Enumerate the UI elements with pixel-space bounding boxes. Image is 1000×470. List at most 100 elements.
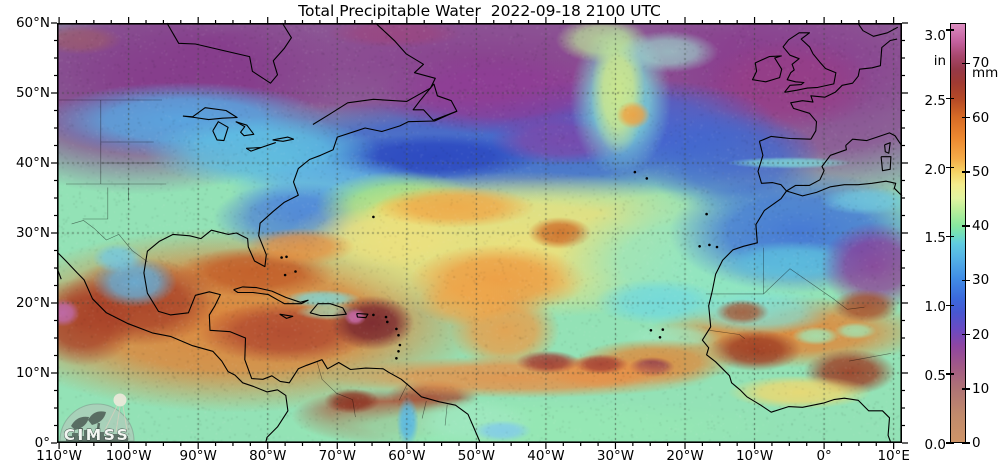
island-dot-0	[372, 215, 375, 219]
coastline-16	[786, 180, 903, 197]
cb-tick-in-0	[946, 442, 954, 444]
border-line-10	[709, 330, 745, 339]
coastline-20	[790, 38, 898, 140]
island-dot-11	[397, 350, 400, 353]
lon-label-0°: 0°	[816, 448, 832, 464]
island-dot-18	[283, 273, 287, 277]
island-dot-6	[715, 245, 719, 249]
coastline-12	[166, 22, 292, 84]
lon-label-90°W: 90°W	[179, 448, 217, 464]
island-dot-12	[398, 343, 402, 347]
lon-label-100°W: 100°W	[105, 448, 152, 464]
coastline-23	[880, 156, 892, 172]
colorbar-unit-mm: mm	[972, 65, 999, 81]
lon-label-20°W: 20°W	[666, 448, 704, 464]
cimss-logo: CIMSS	[59, 393, 135, 443]
coastline-10	[245, 142, 276, 152]
lon-label-40°W: 40°W	[527, 448, 565, 464]
lat-label-30°N: 30°N	[15, 225, 50, 241]
cb-label-mm-60: 60	[972, 109, 990, 126]
map-border	[57, 23, 903, 443]
cb-tick-mm-70	[962, 62, 970, 65]
cb-tick-mm-30	[962, 279, 970, 282]
cb-tick-in-0.5	[946, 373, 954, 375]
lat-label-10°N: 10°N	[15, 365, 50, 381]
coastline-25	[751, 55, 783, 83]
logo-text: CIMSS	[64, 426, 131, 443]
cb-label-in-1.5: 1.5	[924, 230, 946, 247]
cb-tick-mm-20	[962, 333, 970, 336]
logo-skyline	[66, 430, 128, 441]
cb-tick-in-1.5	[946, 235, 954, 238]
island-dot-14	[395, 327, 398, 331]
island-dot-20	[280, 256, 283, 259]
coastline-21	[845, 132, 903, 147]
axis-ticks	[51, 17, 908, 449]
island-dot-13	[397, 333, 400, 337]
coastline-14	[412, 83, 458, 121]
cb-label-in-2.5: 2.5	[924, 92, 946, 109]
lat-label-50°N: 50°N	[15, 85, 50, 101]
colorbar	[950, 23, 966, 443]
cb-tick-mm-0	[962, 442, 970, 444]
tpw-field-canvas	[57, 23, 902, 443]
border-line-14	[421, 400, 427, 419]
border-line-1	[71, 220, 148, 262]
lat-label-60°N: 60°N	[15, 15, 50, 31]
coastline-26	[857, 23, 899, 37]
coastline-19	[786, 145, 847, 192]
cb-label-in-2: 2.0	[924, 161, 946, 178]
cb-label-in-1: 1.0	[924, 299, 946, 316]
coastline-9	[235, 121, 255, 137]
colorbar-unit-in: in	[933, 53, 946, 69]
border-line-9	[763, 247, 865, 310]
coastline-6	[356, 312, 369, 319]
island-dot-2	[645, 177, 649, 180]
coastline-7	[182, 107, 238, 121]
cb-tick-in-2.5	[946, 97, 954, 100]
lon-label-80°W: 80°W	[249, 448, 287, 464]
coastline-17	[759, 135, 811, 142]
cb-label-mm-0: 0	[972, 435, 981, 451]
coastline-11	[272, 136, 295, 142]
island-dot-1	[633, 170, 637, 174]
border-line-12	[316, 361, 356, 418]
cb-tick-mm-10	[962, 388, 970, 390]
lat-label-40°N: 40°N	[15, 155, 50, 171]
coastline-5	[279, 313, 294, 319]
moon-icon	[113, 393, 127, 407]
island-dot-21	[285, 255, 288, 259]
cb-label-mm-50: 50	[972, 163, 990, 180]
satellite-dishes-icon	[71, 411, 106, 437]
island-dot-8	[658, 336, 662, 339]
coastline-1	[57, 252, 289, 444]
cb-label-mm-10: 10	[972, 380, 990, 397]
island-dot-7	[649, 329, 653, 332]
cb-label-mm-40: 40	[972, 218, 990, 235]
coastline-4	[309, 303, 347, 317]
coastline-8	[212, 121, 229, 142]
coastline-3	[233, 286, 309, 305]
island-dot-9	[661, 328, 665, 331]
signal-lines-icon	[104, 405, 128, 433]
coastline-18	[757, 141, 787, 192]
cb-tick-in-3	[946, 29, 954, 31]
cb-tick-mm-50	[962, 171, 970, 173]
lon-label-10°E: 10°E	[877, 448, 910, 464]
coastline-0	[143, 110, 481, 442]
lon-label-30°W: 30°W	[596, 448, 635, 464]
lon-label-60°W: 60°W	[388, 448, 426, 464]
island-dot-3	[705, 212, 708, 216]
cb-label-in-3: 3.0	[924, 27, 946, 44]
border-line-15	[444, 404, 448, 426]
cb-tick-in-2	[946, 166, 954, 169]
map-overlay	[51, 17, 908, 449]
coastline-22	[884, 142, 891, 154]
page-title: Total Precipitable Water 2022-09-18 2100…	[298, 2, 661, 20]
map-area	[51, 17, 908, 449]
lat-label-20°N: 20°N	[15, 295, 50, 311]
island-dot-5	[708, 243, 711, 247]
cb-tick-mm-40	[962, 225, 970, 227]
coastline-15	[701, 190, 892, 444]
